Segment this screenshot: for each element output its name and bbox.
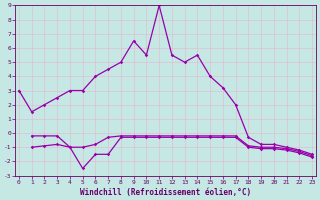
X-axis label: Windchill (Refroidissement éolien,°C): Windchill (Refroidissement éolien,°C) (80, 188, 251, 197)
